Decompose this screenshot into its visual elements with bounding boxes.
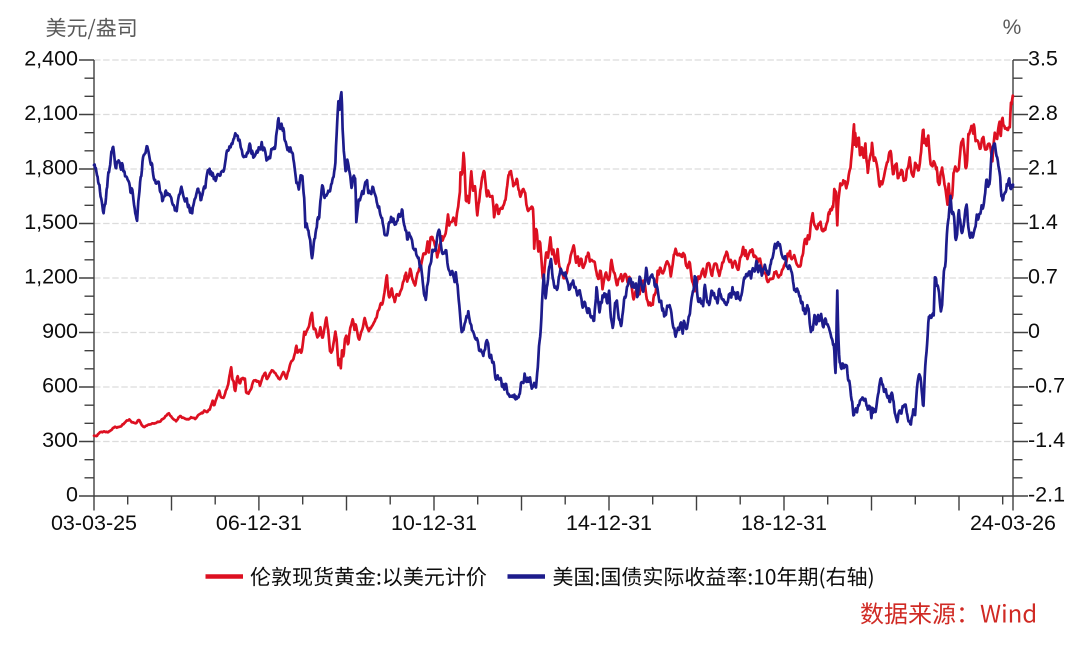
svg-text:300: 300	[42, 428, 78, 452]
svg-text:%: %	[1003, 16, 1022, 39]
svg-text:-1.4: -1.4	[1028, 428, 1065, 452]
svg-text:2.1: 2.1	[1028, 155, 1058, 179]
svg-text:-0.7: -0.7	[1028, 373, 1065, 397]
svg-text:03-03-25: 03-03-25	[51, 511, 137, 535]
svg-text:24-03-26: 24-03-26	[970, 511, 1056, 535]
svg-text:3.5: 3.5	[1028, 46, 1058, 70]
svg-text:1,500: 1,500	[24, 210, 78, 234]
svg-text:18-12-31: 18-12-31	[741, 511, 827, 535]
svg-text:10-12-31: 10-12-31	[391, 511, 477, 535]
svg-text:14-12-31: 14-12-31	[566, 511, 652, 535]
svg-text:1,200: 1,200	[24, 264, 78, 288]
svg-text:2,100: 2,100	[24, 101, 78, 125]
svg-text:0: 0	[1028, 319, 1040, 343]
svg-text:0: 0	[66, 482, 78, 506]
svg-text:2,400: 2,400	[24, 46, 78, 70]
svg-text:1,800: 1,800	[24, 155, 78, 179]
svg-text:600: 600	[42, 373, 78, 397]
svg-text:1.4: 1.4	[1028, 210, 1058, 234]
svg-text:900: 900	[42, 319, 78, 343]
svg-text:2.8: 2.8	[1028, 101, 1058, 125]
svg-text:0.7: 0.7	[1028, 264, 1058, 288]
svg-text:-2.1: -2.1	[1028, 482, 1065, 506]
svg-text:06-12-31: 06-12-31	[216, 511, 302, 535]
